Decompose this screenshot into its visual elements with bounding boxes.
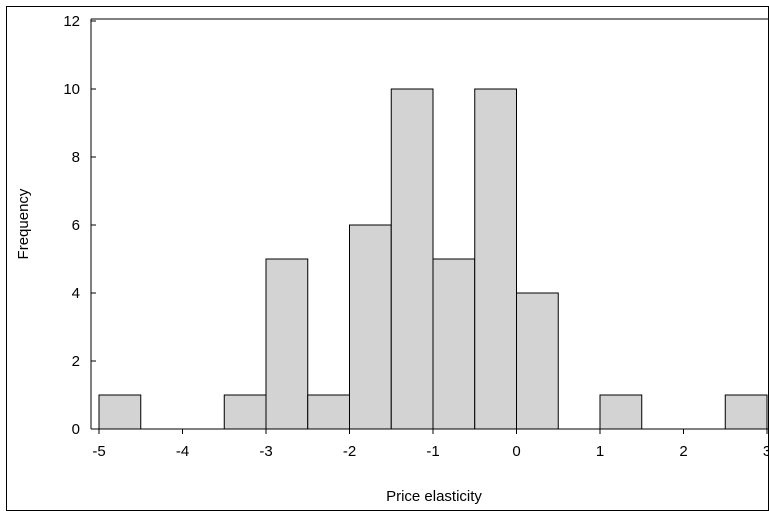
x-ticks-group: -5 -4 -3 -2 -1 0 1 2 3 — [92, 429, 769, 460]
histogram-bar — [390, 88, 434, 430]
histogram-bar — [265, 258, 309, 430]
y-tick-label: 8 — [72, 149, 80, 166]
y-tick-label: 10 — [63, 81, 80, 98]
y-tick-label: 2 — [72, 353, 80, 370]
bars-group — [98, 88, 768, 430]
x-tick-label: 0 — [512, 443, 520, 460]
histogram-bar — [307, 394, 350, 430]
x-axis-title: Price elasticity — [386, 488, 482, 505]
histogram-bar — [432, 258, 476, 430]
y-axis-title: Frequency — [15, 188, 32, 259]
histogram-bar — [223, 394, 267, 430]
y-ticks-group: 0 2 4 6 8 10 12 — [63, 13, 96, 438]
x-tick-label: 2 — [679, 443, 687, 460]
x-tick-label: -1 — [426, 443, 439, 460]
histogram-bar — [516, 292, 559, 430]
histogram-bar — [724, 394, 768, 430]
histogram-bar — [98, 394, 142, 430]
x-tick-label: -3 — [259, 443, 272, 460]
x-tick-label: -2 — [343, 443, 356, 460]
histogram-bar — [474, 88, 517, 430]
y-tick-label: 0 — [72, 421, 80, 438]
y-tick-label: 6 — [72, 217, 80, 234]
histogram-bar — [599, 394, 643, 430]
histogram-bar — [349, 224, 392, 430]
x-tick-label: 3 — [763, 443, 769, 460]
x-tick-label: -4 — [176, 443, 189, 460]
y-tick-label: 12 — [63, 13, 80, 30]
x-tick-label: 1 — [596, 443, 604, 460]
x-tick-label: -5 — [92, 443, 105, 460]
y-tick-label: 4 — [72, 285, 80, 302]
